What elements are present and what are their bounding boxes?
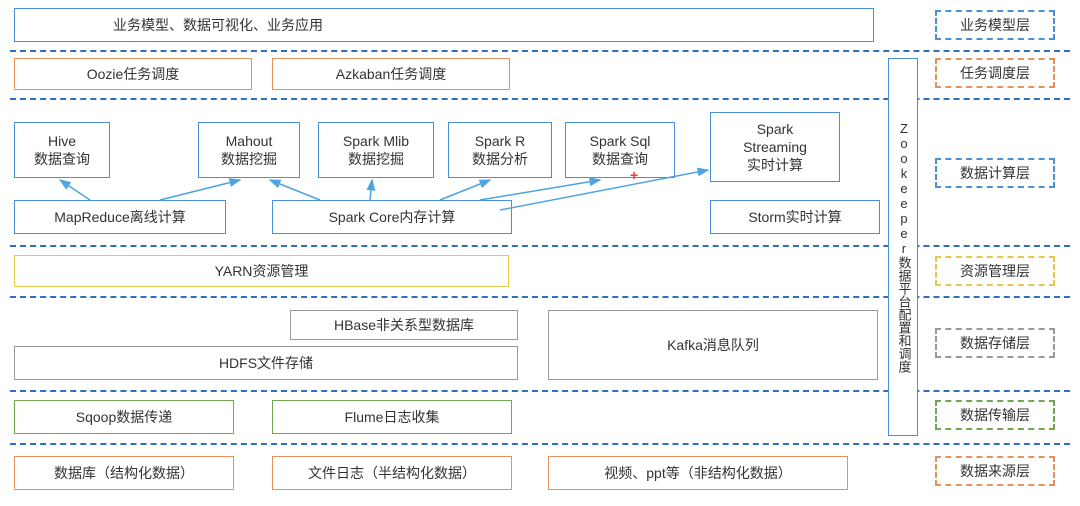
azkaban: Azkaban任务调度 — [272, 58, 510, 90]
source-video: 视频、ppt等（非结构化数据） — [548, 456, 848, 490]
zookeeper: Zookeeper数据平台配置和调度 — [888, 58, 918, 436]
oozie: Oozie任务调度 — [14, 58, 252, 90]
source-db: 数据库（结构化数据） — [14, 456, 234, 490]
label-storage: 数据存储层 — [935, 328, 1055, 358]
kafka: Kafka消息队列 — [548, 310, 878, 380]
label-resource: 资源管理层 — [935, 256, 1055, 286]
flume: Flume日志收集 — [272, 400, 512, 434]
label-source: 数据来源层 — [935, 456, 1055, 486]
label-business: 业务模型层 — [935, 10, 1055, 40]
hive: Hive 数据查询 — [14, 122, 110, 178]
spark-r: Spark R 数据分析 — [448, 122, 552, 178]
business-app: 业务模型、数据可视化、业务应用 — [14, 8, 874, 42]
yarn: YARN资源管理 — [14, 255, 509, 287]
spark-sql: Spark Sql 数据查询 — [565, 122, 675, 178]
spark-mlib: Spark Mlib 数据挖掘 — [318, 122, 434, 178]
hdfs: HDFS文件存储 — [14, 346, 518, 380]
storm: Storm实时计算 — [710, 200, 880, 234]
label-compute: 数据计算层 — [935, 158, 1055, 188]
source-file: 文件日志（半结构化数据） — [272, 456, 512, 490]
separator — [10, 50, 1070, 52]
mapreduce: MapReduce离线计算 — [14, 200, 226, 234]
label-transport: 数据传输层 — [935, 400, 1055, 430]
mahout: Mahout 数据挖掘 — [198, 122, 300, 178]
spark-core: Spark Core内存计算 — [272, 200, 512, 234]
spark-streaming: Spark Streaming 实时计算 — [710, 112, 840, 182]
label-schedule: 任务调度层 — [935, 58, 1055, 88]
separator — [10, 443, 1070, 445]
sqoop: Sqoop数据传递 — [14, 400, 234, 434]
hbase: HBase非关系型数据库 — [290, 310, 518, 340]
